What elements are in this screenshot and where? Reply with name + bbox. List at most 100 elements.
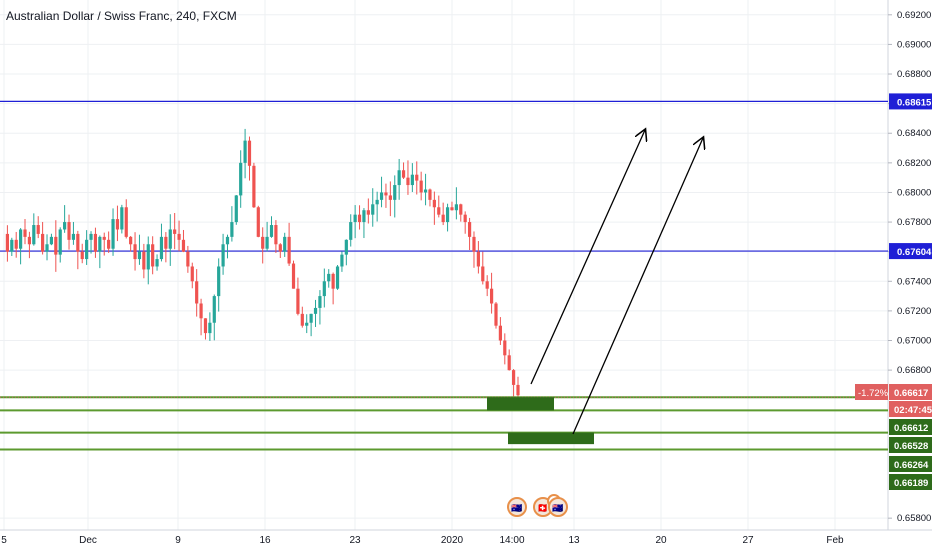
candle-body	[71, 233, 76, 240]
candle-body	[261, 236, 265, 249]
candle-body	[494, 303, 498, 326]
candle-body	[173, 229, 177, 234]
candle-body	[203, 318, 208, 334]
chart-title: Australian Dollar / Swiss Franc, 240, FX…	[6, 9, 237, 23]
candle-body	[41, 233, 45, 252]
candle-body	[89, 233, 93, 240]
candle-body	[485, 281, 489, 289]
candle-body	[230, 222, 234, 237]
candle-body	[221, 244, 225, 267]
candle-body	[318, 296, 322, 308]
candle-body	[437, 207, 441, 215]
candle-body	[481, 266, 485, 282]
price-tick-label: 0.67400	[897, 276, 931, 287]
candle-body	[177, 233, 181, 240]
candle-body	[102, 236, 106, 240]
candle-body	[151, 244, 155, 267]
candle-body	[164, 236, 168, 249]
candle-body	[181, 239, 186, 252]
candle-body	[300, 313, 304, 326]
candle-body	[27, 236, 32, 245]
price-tick-label: 0.68400	[897, 128, 931, 139]
axis-price-label-bg	[889, 401, 932, 417]
time-tick-label: 5	[1, 535, 7, 546]
price-tick-label: 0.65800	[897, 513, 931, 524]
aud-flag-icon-label: 🇦🇺	[511, 502, 522, 513]
price-tick-label: 0.69000	[897, 39, 931, 50]
candle-body	[388, 195, 392, 200]
candle-body	[379, 192, 384, 200]
candle-body	[313, 307, 318, 314]
candle-body	[190, 266, 194, 282]
candle-body	[278, 244, 282, 252]
chf-flag-icon-label: 🇨🇭	[537, 502, 548, 513]
axis-price-label: 02:47:45	[894, 405, 932, 416]
price-tick-label: 0.68000	[897, 187, 931, 198]
axis-price-label: 0.66189	[894, 478, 928, 489]
candle-body	[423, 189, 428, 193]
candle-body	[327, 273, 331, 282]
candle-body	[463, 214, 467, 223]
level-price-tag-label: 0.68615	[897, 97, 932, 108]
candle-body	[124, 207, 128, 237]
candle-body	[54, 236, 58, 255]
candle-body	[212, 296, 216, 323]
projection-arrow	[530, 130, 645, 385]
candle-body	[155, 259, 159, 267]
candle-body	[159, 236, 164, 260]
candle-body	[142, 251, 146, 270]
candle-body	[199, 303, 203, 319]
candle-body	[283, 236, 287, 252]
candle-body	[507, 355, 511, 371]
candle-body	[349, 222, 353, 240]
price-tick-label: 0.69200	[897, 10, 931, 21]
aud-flag-icon-2	[548, 497, 568, 517]
candle-body	[366, 210, 370, 215]
time-tick-label: 27	[742, 535, 754, 546]
level-price-tag	[889, 93, 932, 110]
candle-body	[340, 254, 344, 267]
candle-body	[85, 239, 89, 260]
candle-body	[269, 225, 274, 237]
candle-body	[472, 236, 476, 252]
candle-body	[107, 239, 111, 249]
candle-body	[309, 313, 313, 323]
candle-body	[291, 263, 296, 289]
candle-body	[441, 214, 445, 223]
candle-body	[331, 273, 335, 289]
candle-body	[63, 222, 67, 230]
candle-body	[362, 210, 366, 223]
candle-body	[247, 140, 252, 166]
candle-body	[459, 204, 463, 215]
candle-body	[450, 207, 454, 211]
level-price-tag	[889, 243, 932, 260]
time-tick-label: Feb	[826, 535, 844, 546]
candle-body	[5, 233, 10, 252]
time-tick-label: 9	[175, 535, 181, 546]
candle-body	[45, 244, 49, 252]
aud-flag-icon-2-label: 🇦🇺	[552, 502, 563, 513]
candle-body	[428, 189, 432, 200]
candle-body	[137, 251, 142, 260]
candle-body	[93, 233, 98, 252]
candle-body	[375, 199, 379, 205]
axis-price-label: 0.66617	[894, 388, 928, 399]
candle-body	[168, 229, 172, 249]
time-tick-label: 23	[349, 535, 361, 546]
candle-body	[384, 192, 388, 196]
candle-body	[503, 340, 507, 356]
candle-body	[120, 207, 124, 230]
candle-body	[208, 322, 212, 334]
price-tick-label: 0.66800	[897, 365, 931, 376]
candle-body	[67, 222, 71, 240]
axis-price-label: 0.66264	[894, 460, 929, 471]
price-tick-label: 0.67800	[897, 217, 931, 228]
projection-arrow	[572, 138, 703, 435]
candle-body	[58, 229, 62, 255]
candle-body	[406, 177, 410, 186]
candle-body	[393, 185, 397, 200]
candle-body	[357, 214, 362, 223]
candle-body	[489, 288, 494, 304]
